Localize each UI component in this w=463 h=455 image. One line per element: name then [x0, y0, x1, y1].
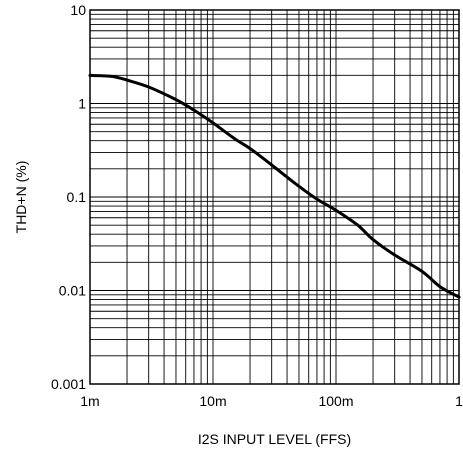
- plot-frame: [89, 9, 460, 385]
- tick-labels: 1m 10m 100m 1 0.001 0.01 0.1 1 10: [51, 2, 463, 409]
- x-tick-label: 1: [455, 393, 463, 409]
- y-tick-label: 0.1: [67, 189, 87, 205]
- y-tick-label: 0.001: [51, 376, 86, 392]
- y-axis-title: THD+N (%): [13, 161, 29, 234]
- x-tick-label: 100m: [318, 393, 353, 409]
- x-tick-label: 1m: [80, 393, 99, 409]
- y-tick-label: 0.01: [59, 283, 86, 299]
- y-tick-label: 1: [78, 96, 86, 112]
- y-tick-label: 10: [70, 2, 86, 18]
- thd-curve: [88, 73, 461, 299]
- x-axis-title: I2S INPUT LEVEL (FFS): [198, 431, 351, 447]
- grid: [89, 9, 460, 385]
- x-tick-label: 10m: [199, 393, 226, 409]
